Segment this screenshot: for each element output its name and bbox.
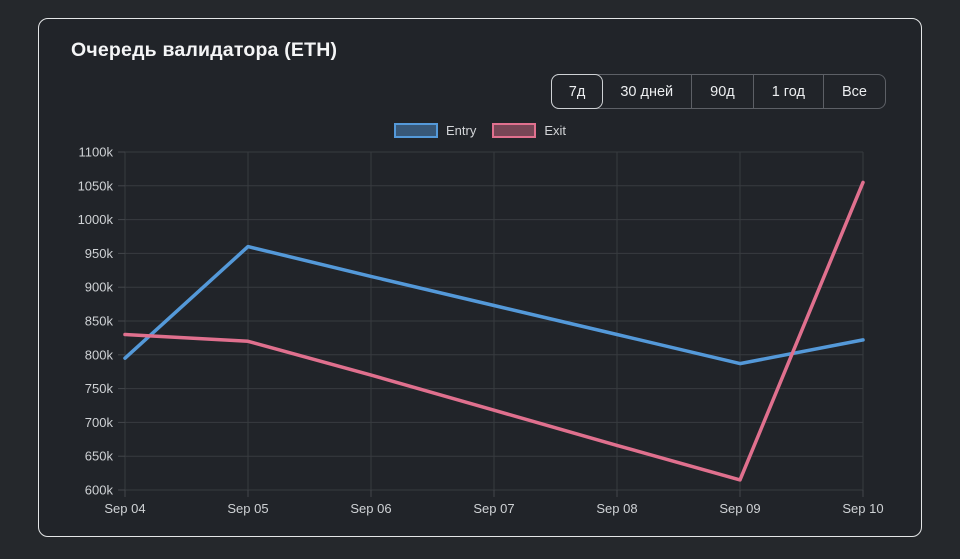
page-title: Очередь валидатора (ETH) [71,39,338,61]
y-tick-label: 700k [85,415,114,430]
chart-legend: Entry Exit [39,123,921,138]
x-tick-label: Sep 07 [473,501,514,516]
x-tick-label: Sep 05 [227,501,268,516]
x-tick-label: Sep 10 [842,501,883,516]
validator-queue-card: Очередь валидатора (ETH) 7д 30 дней 90д 1 г… [38,18,922,537]
x-tick-label: Sep 04 [104,501,145,516]
range-buttons: 7д 30 дней 90д 1 год Все [550,74,886,109]
series-line-entry [123,244,865,366]
y-tick-label: 1100k [79,145,114,160]
legend-swatch-exit [492,123,537,138]
x-tick-label: Sep 09 [719,501,760,516]
y-tick-label: 900k [85,280,114,295]
range-separator [752,75,754,108]
y-axis-labels: 600k 650k 700k 750k 800k 850k 900k 950k 1000k 105… [78,145,114,498]
range-button-all[interactable]: Все [824,75,885,108]
series-line-exit [123,180,865,482]
legend-label: Entry [445,123,477,138]
x-tick-label: Sep 06 [350,501,391,516]
y-tick-label: 600k [85,483,114,498]
y-tick-label: 950k [85,246,114,261]
legend-item-entry[interactable]: Entry [393,123,477,138]
y-tick-label: 650k [85,449,114,464]
range-button-30d[interactable]: 30 дней [602,75,691,108]
legend-item-exit[interactable]: Exit [492,123,566,138]
y-tick-label: 800k [85,347,114,362]
range-button-90d[interactable]: 90д [692,75,753,108]
y-tick-label: 1000k [78,212,114,227]
x-tick-label: Sep 08 [596,501,637,516]
y-tick-label: 850k [85,314,114,329]
range-separator [823,75,824,108]
x-axis-labels: Sep 04 Sep 05 Sep 06 Sep 07 Sep 08 Sep 09 Sep … [104,501,883,516]
axis-tickmarks [118,151,864,497]
chart-grid [124,151,864,491]
legend-label: Exit [544,123,566,138]
y-tick-label: 750k [85,381,114,396]
validator-queue-chart: 600k 650k 700k 750k 800k 850k 900k 950k 1000k 105… [78,145,884,517]
y-tick-label: 1050k [78,178,114,193]
range-separator [691,75,693,108]
legend-swatch-entry [393,123,438,138]
range-button-1y[interactable]: 1 год [754,75,823,108]
range-button-7d[interactable]: 7д [550,74,604,109]
